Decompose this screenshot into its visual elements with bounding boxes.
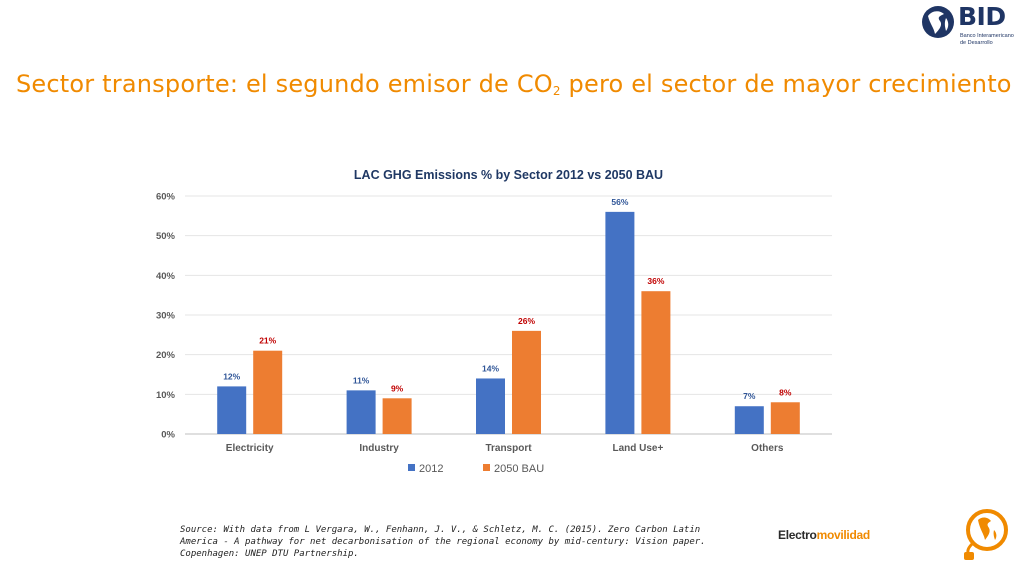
bar-2012-electricity xyxy=(217,386,247,434)
legend-label: 2050 BAU xyxy=(494,463,544,475)
y-tick-label: 60% xyxy=(156,192,176,203)
slide-title: Sector transporte: el segundo emisor de … xyxy=(16,70,1012,98)
y-tick-label: 20% xyxy=(156,350,176,361)
slide-title-end: pero el sector de mayor crecimiento xyxy=(560,70,1012,98)
bar-2012-land-use- xyxy=(605,211,635,434)
y-tick-label: 30% xyxy=(156,311,176,322)
x-tick-label: Industry xyxy=(359,443,399,454)
chart-title: LAC GHG Emissions % by Sector 2012 vs 20… xyxy=(354,168,663,182)
slide-title-subscript: 2 xyxy=(552,84,561,98)
data-label: 36% xyxy=(647,276,664,286)
y-tick-label: 50% xyxy=(156,231,176,242)
data-label: 12% xyxy=(223,371,240,381)
source-line3: Copenhagen: UNEP DTU Partnership. xyxy=(180,549,359,559)
bar-2050-bau-transport xyxy=(512,330,541,434)
y-tick-label: 10% xyxy=(156,390,176,401)
bar-2050-bau-electricity xyxy=(253,350,283,434)
bid-subtitle-line2: de Desarrollo xyxy=(960,39,993,46)
y-tick-label: 40% xyxy=(156,271,176,282)
source-citation: Source: With data from L Vergara, W., Fe… xyxy=(180,524,770,560)
bar-2050-bau-others xyxy=(770,402,800,434)
x-tick-label: Electricity xyxy=(226,443,274,454)
source-line2: America - A pathway for net decarbonisat… xyxy=(180,537,706,547)
x-tick-label: Transport xyxy=(485,443,532,454)
bar-2012-transport xyxy=(476,378,505,434)
data-label: 8% xyxy=(779,387,792,397)
globe-icon xyxy=(922,6,954,38)
x-tick-label: Others xyxy=(751,443,784,454)
bar-2050-bau-land-use- xyxy=(641,291,671,434)
bar-2050-bau-industry xyxy=(382,398,412,434)
legend-swatch-0 xyxy=(408,464,415,471)
source-line1: Source: With data from L Vergara, W., Fe… xyxy=(180,525,701,535)
bid-subtitle: Banco Interamericano de Desarrollo xyxy=(960,33,1014,46)
data-label: 26% xyxy=(518,316,535,326)
brand-part2: movilidad xyxy=(816,528,871,542)
y-tick-label: 0% xyxy=(161,430,175,441)
legend-label: 2012 xyxy=(419,463,443,475)
data-label: 14% xyxy=(482,363,499,373)
legend-swatch-1 xyxy=(483,464,490,471)
x-tick-label: Land Use+ xyxy=(612,443,663,454)
bid-wordmark: BID xyxy=(958,2,1006,31)
data-label: 9% xyxy=(391,383,404,393)
bid-logo: BID Banco Interamericano de Desarrollo xyxy=(920,2,1020,60)
bar-2012-industry xyxy=(346,390,376,434)
emissions-bar-chart: LAC GHG Emissions % by Sector 2012 vs 20… xyxy=(156,168,832,475)
globe-plug-icon xyxy=(964,509,1008,560)
data-label: 7% xyxy=(743,391,756,401)
slide-title-main: Sector transporte: el segundo emisor de … xyxy=(16,70,553,98)
data-label: 11% xyxy=(353,375,370,385)
bar-2012-others xyxy=(734,406,764,434)
data-label: 21% xyxy=(259,336,276,346)
data-label: 56% xyxy=(611,197,628,207)
brand-part1: Electro xyxy=(778,528,817,542)
bid-subtitle-line1: Banco Interamericano xyxy=(960,33,1014,39)
electromovilidad-brand: Electromovilidad xyxy=(778,528,870,542)
